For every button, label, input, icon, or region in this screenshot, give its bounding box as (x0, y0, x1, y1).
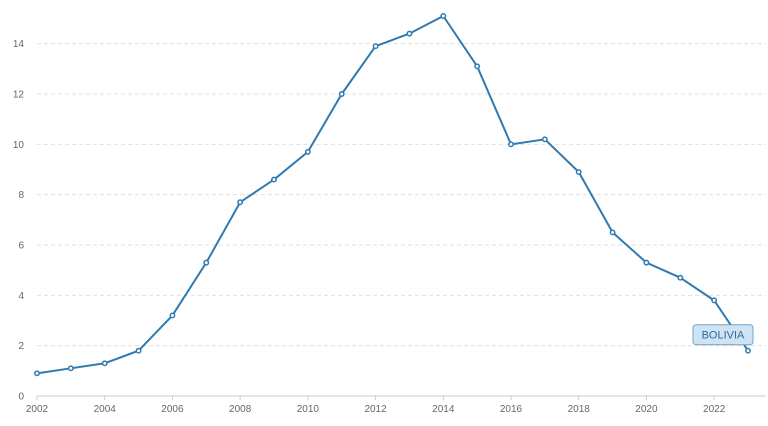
data-point[interactable] (643, 259, 650, 266)
series-line-bolivia (36, 15, 749, 375)
data-point[interactable] (440, 13, 447, 19)
data-point[interactable] (372, 43, 379, 50)
data-point[interactable] (34, 370, 40, 377)
y-tick-label: 0 (18, 392, 24, 403)
y-axis-ticks: 0 2 4 6 8 10 12 14 (13, 39, 25, 402)
data-point[interactable] (575, 169, 582, 175)
series-label-text: BOLIVIA (702, 330, 745, 342)
x-tick-label: 2016 (500, 404, 523, 415)
y-tick-label: 6 (18, 241, 24, 252)
x-tick-label: 2006 (161, 404, 184, 415)
data-point[interactable] (271, 176, 277, 183)
y-tick-label: 12 (13, 90, 25, 101)
data-point[interactable] (169, 312, 176, 319)
data-point[interactable] (203, 259, 210, 266)
x-tick-label: 2018 (568, 404, 591, 415)
x-tick-label: 2010 (297, 404, 320, 415)
x-tick-label: 2008 (229, 404, 252, 415)
y-tick-label: 10 (13, 140, 25, 151)
data-point[interactable] (101, 360, 108, 367)
x-tick-label: 2004 (94, 404, 117, 415)
data-point[interactable] (609, 229, 616, 236)
x-tick-label: 2020 (635, 404, 658, 415)
data-point[interactable] (304, 148, 311, 155)
y-tick-label: 2 (18, 341, 24, 352)
y-tick-label: 4 (18, 291, 24, 302)
data-point[interactable] (237, 199, 244, 206)
y-tick-label: 8 (18, 190, 24, 201)
data-point[interactable] (711, 297, 718, 304)
series-end-label: BOLIVIA (692, 324, 754, 346)
data-point[interactable] (541, 136, 548, 143)
data-point[interactable] (338, 91, 345, 97)
series-label-box (692, 324, 754, 346)
x-tick-label: 2022 (703, 404, 726, 415)
gridlines (37, 43, 766, 347)
x-axis-ticks: 2002 2004 2006 2008 2010 2012 2014 2016 2018 2020… (26, 396, 726, 415)
data-point[interactable] (745, 347, 751, 354)
x-tick-label: 2012 (364, 404, 387, 415)
data-point[interactable] (135, 347, 142, 354)
data-point[interactable] (677, 274, 684, 281)
x-tick-label: 2014 (432, 404, 455, 415)
data-point[interactable] (508, 141, 514, 148)
data-point[interactable] (67, 365, 74, 372)
y-tick-label: 14 (13, 39, 25, 50)
series-group (34, 13, 751, 377)
data-point[interactable] (474, 63, 481, 70)
x-tick-label: 2002 (26, 404, 49, 415)
data-point[interactable] (406, 30, 413, 37)
